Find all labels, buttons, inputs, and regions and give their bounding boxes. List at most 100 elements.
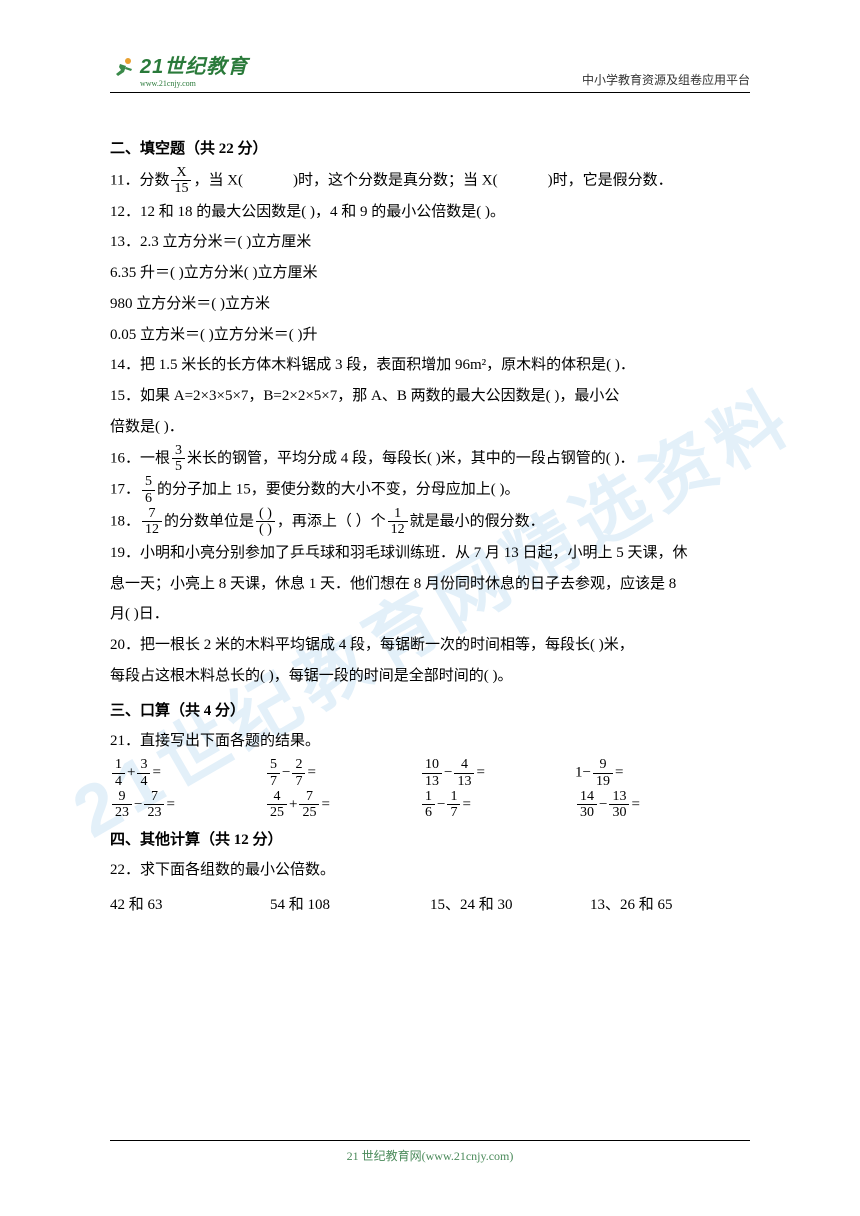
eq: = [307,764,315,780]
q16-mid: 米长的钢管，平均分成 4 段，每段长( )米，其中的一段占钢管的( )． [187,450,634,466]
question-15-l2: 倍数是( )． [110,412,750,443]
frac-den: 25 [267,805,287,820]
frac-num: 14 [577,789,597,805]
op: − [437,796,445,812]
question-19-l2: 息一天；小亮上 8 天课，休息 1 天．他们想在 8 月份同时休息的日子去参观，… [110,569,750,600]
section-3-title: 三、口算（共 4 分） [110,696,750,727]
frac-num: 7 [142,506,162,522]
frac-den: 5 [172,459,185,474]
calc-item: 923−723= [110,789,265,821]
frac: 34 [137,757,150,789]
frac-den: 7 [447,805,460,820]
frac-num: 1 [388,506,408,522]
question-20-l2: 每段占这根木料总长的( )，每锯一段的时间是全部时间的( )。 [110,661,750,692]
frac-den: 13 [454,774,474,789]
q17-fraction: 56 [142,474,155,506]
frac-num: 9 [593,757,613,773]
frac: 17 [447,789,460,821]
question-16: 16．一根35米长的钢管，平均分成 4 段，每段长( )米，其中的一段占钢管的(… [110,443,750,475]
calc-item: 1−919= [575,757,730,789]
calc-row-1: 14+34= 57−27= 1013−413= 1−919= [110,757,750,789]
frac-den: 7 [267,774,280,789]
calc-item: 16−17= [420,789,575,821]
calc-item: 425+725= [265,789,420,821]
frac-num: 3 [137,757,150,773]
frac-den: 12 [142,522,162,537]
frac-den: 6 [422,805,435,820]
frac: 1430 [577,789,597,821]
eq: = [152,764,160,780]
frac: 723 [144,789,164,821]
frac-num: 1 [447,789,460,805]
calc-row-2: 923−723= 425+725= 16−17= 1430−1330= [110,789,750,821]
frac-den: 23 [144,805,164,820]
frac: 14 [112,757,125,789]
question-21-title: 21．直接写出下面各题的结果。 [110,726,750,757]
lcm-item: 54 和 108 [270,890,430,921]
runner-icon [110,56,136,82]
frac-num: 5 [267,757,280,773]
op: − [282,764,290,780]
section-4-title: 四、其他计算（共 12 分） [110,825,750,856]
frac-num: 1 [422,789,435,805]
frac: 1330 [609,789,629,821]
eq: = [476,764,484,780]
header-right-text: 中小学教育资源及组卷应用平台 [582,71,750,88]
question-13-l4: 0.05 立方米＝( )立方分米＝( )升 [110,320,750,351]
q11-mid2: )时，这个分数是真分数；当 X( [293,172,498,188]
question-18: 18．712的分数单位是( )( )，再添上（ ）个112就是最小的假分数． [110,506,750,538]
eq: = [321,796,329,812]
frac-num: 5 [142,474,155,490]
frac-num[interactable]: ( ) [256,506,275,522]
frac-den: 30 [577,805,597,820]
q16-fraction: 35 [172,443,185,475]
q18-f2: ( )( ) [256,506,275,538]
q18-mid1: 的分数单位是 [164,513,254,529]
frac: 919 [593,757,613,789]
page-footer: 21 世纪教育网(www.21cnjy.com) [110,1140,750,1164]
question-15-l1: 15．如果 A=2×3×5×7，B=2×2×5×7，那 A、B 两数的最大公因数… [110,381,750,412]
logo-text-block: 21世纪教育 www.21cnjy.com [140,50,248,88]
logo-main-text: 21世纪教育 [140,50,248,79]
frac-den: 4 [112,774,125,789]
frac-den: 15 [171,181,191,196]
logo-sub-text: www.21cnjy.com [140,79,248,88]
eq: = [462,796,470,812]
frac: 725 [299,789,319,821]
q18-pre: 18． [110,513,140,529]
frac-num: 10 [422,757,442,773]
frac-den: 13 [422,774,442,789]
calc-item: 57−27= [265,757,420,789]
calc-item: 1013−413= [420,757,575,789]
q17-pre: 17． [110,482,140,498]
frac: 16 [422,789,435,821]
op: + [289,796,297,812]
logo: 21世纪教育 www.21cnjy.com [110,50,248,88]
page-header: 21世纪教育 www.21cnjy.com 中小学教育资源及组卷应用平台 [110,50,750,93]
q17-post: 的分子加上 15，要使分数的大小不变，分母应加上( )。 [157,482,520,498]
frac-num: 3 [172,443,185,459]
calc-item: 1430−1330= [575,789,730,821]
question-14: 14．把 1.5 米长的长方体木料锯成 3 段，表面积增加 96m²，原木料的体… [110,350,750,381]
q18-f3: 112 [388,506,408,538]
q11-mid3: )时，它是假分数． [548,172,673,188]
eq: = [631,796,639,812]
frac: 923 [112,789,132,821]
frac: 27 [292,757,305,789]
question-17: 17．56的分子加上 15，要使分数的大小不变，分母应加上( )。 [110,474,750,506]
frac-num: 13 [609,789,629,805]
op: − [134,796,142,812]
footer-text: 21 世纪教育网(www.21cnjy.com) [347,1149,514,1163]
lcm-row: 42 和 63 54 和 108 15、24 和 30 13、26 和 65 [110,890,750,921]
question-13-l1: 13．2.3 立方分米＝( )立方厘米 [110,227,750,258]
frac-den: 25 [299,805,319,820]
frac-den[interactable]: ( ) [256,522,275,537]
frac-den: 19 [593,774,613,789]
frac-num: 2 [292,757,305,773]
question-11: 11．分数X15，当 X()时，这个分数是真分数；当 X()时，它是假分数． [110,165,750,197]
frac-num: 7 [299,789,319,805]
frac-num: X [171,165,191,181]
frac: 1013 [422,757,442,789]
question-19-l1: 19．小明和小亮分别参加了乒乓球和羽毛球训练班．从 7 月 13 日起，小明上 … [110,538,750,569]
q11-mid1: ，当 X( [193,172,243,188]
